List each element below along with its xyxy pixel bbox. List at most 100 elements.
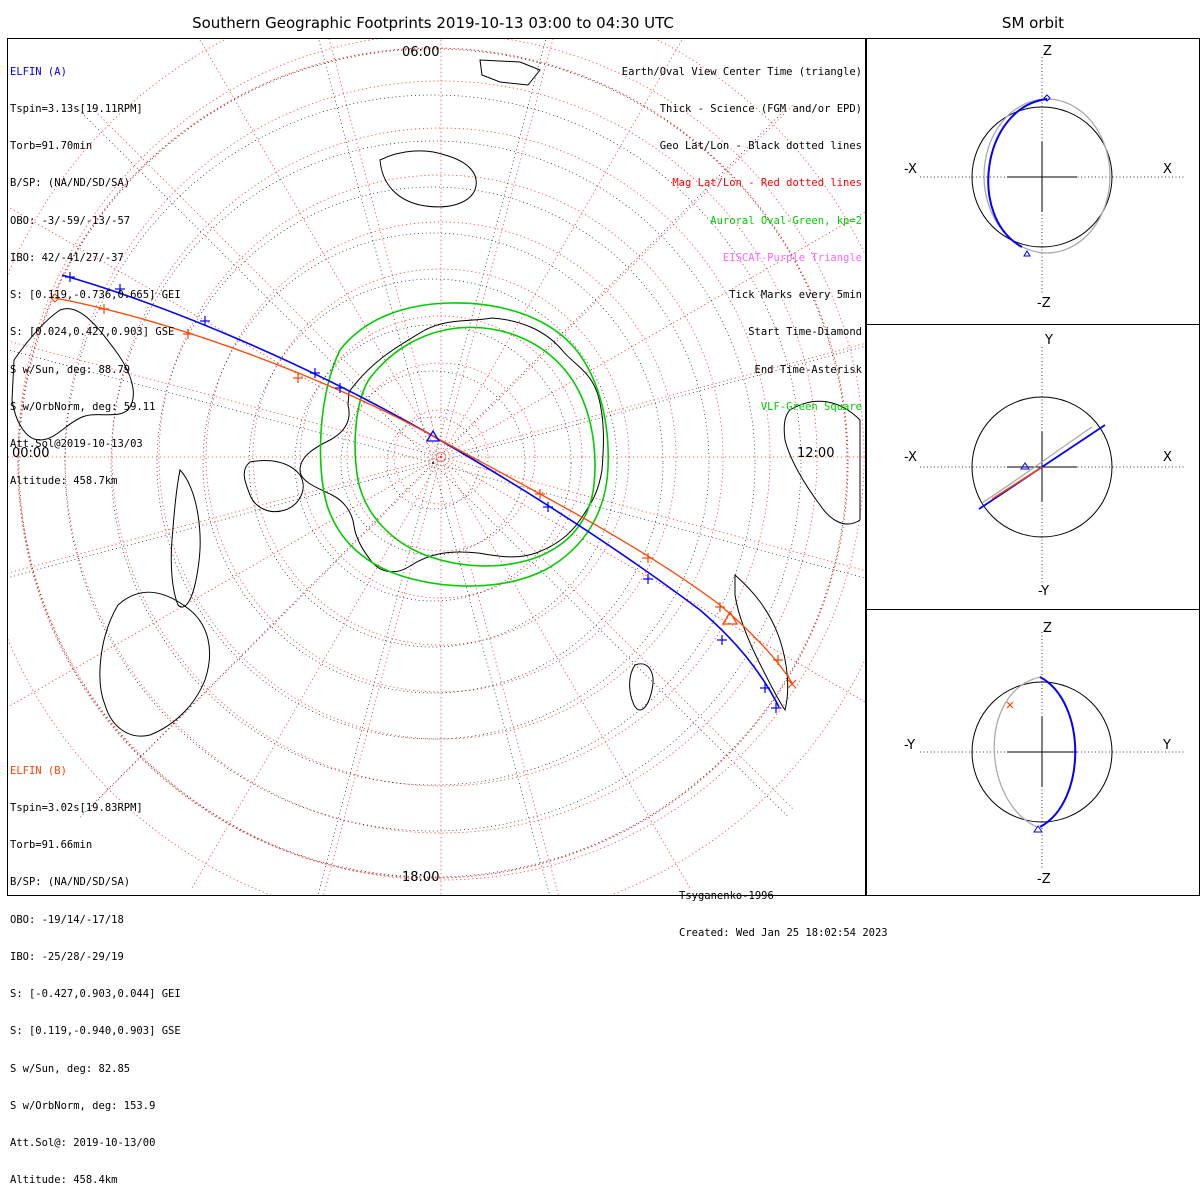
- elfin-a-view-triangle: [425, 429, 441, 442]
- legend-item: VLF-Green Square: [760, 400, 862, 413]
- mag-lon-line: [87, 456, 442, 811]
- legend-item: Thick - Science (FGM and/or EPD): [659, 103, 862, 116]
- sm-orbit-title: SM orbit: [1001, 14, 1065, 32]
- sm-panel-xz: [920, 57, 1185, 295]
- elfin-b-gei: S: [-0.427,0.903,0.044] GEI: [10, 988, 181, 1001]
- elfin-b-view-triangle: [721, 610, 739, 625]
- geo-lon-line: [432, 462, 865, 579]
- mag-lon-line: [8, 340, 442, 458]
- elfin-b-info: ELFIN (B) Tspin=3.02s[19.83RPM] Torb=91.…: [10, 740, 181, 1199]
- sm3-axis-top: Z: [1043, 621, 1052, 636]
- geo-lon-line: [8, 349, 434, 464]
- mag-lon-line: [328, 39, 442, 458]
- footer: Tsyganenko-1996 Created: Wed Jan 25 18:0…: [679, 865, 888, 952]
- elfin-b-gse: S: [0.119,-0.940,0.903] GSE: [10, 1025, 181, 1038]
- coastline: [734, 573, 789, 712]
- sm1-axis-bottom: -Z: [1037, 296, 1051, 311]
- geo-lat-circle: [156, 186, 710, 740]
- geo-lon-line: [78, 109, 434, 464]
- sm-earth-circle: [971, 681, 1113, 823]
- geo-lon-line: [79, 462, 434, 818]
- main-map-frame: [7, 38, 866, 896]
- elfin-b-orbnorm: S w/OrbNorm, deg: 153.9: [10, 1099, 156, 1112]
- elfin-a-bsp: B/SP: (NA/ND/SD/SA): [10, 177, 131, 190]
- mag-lon-line: [440, 39, 554, 458]
- geo-lat-circle: [294, 324, 572, 602]
- legend-item: End Time-Asterisk: [754, 363, 862, 376]
- geo-lon-line: [8, 462, 434, 579]
- sm-orbit-b-science: [991, 466, 1043, 500]
- geo-lon-line: [432, 462, 550, 895]
- main-title: Southern Geographic Footprints 2019-10-1…: [192, 14, 674, 32]
- sm-marker: [1043, 94, 1051, 102]
- mag-lon-line: [440, 39, 683, 458]
- sm2-axis-bottom: -Y: [1038, 584, 1050, 599]
- mag-lon-line: [323, 456, 442, 895]
- sm-panel-yz: [920, 632, 1185, 870]
- elfin-a-attsol: Att.Sol@2019-10-13/03: [10, 438, 143, 450]
- sm-earth-circle: [971, 106, 1113, 248]
- coastline: [629, 663, 654, 711]
- elfin-a-gse: S: [0.024,0.427,0.903] GSE: [10, 326, 175, 339]
- coastline: [170, 468, 201, 608]
- elfin-a-gei: S: [0.119,-0.736,0.665] GEI: [10, 289, 181, 302]
- mag-lon-line: [440, 103, 795, 458]
- mag-lon-line: [8, 456, 442, 574]
- created-timestamp: Created: Wed Jan 25 18:02:54 2023: [679, 927, 888, 940]
- mag-lon-line: [440, 456, 795, 811]
- geo-lat-circle: [18, 48, 848, 878]
- geo-lon-line: [432, 462, 788, 817]
- elfin-a-altitude: Altitude: 458.7km: [10, 475, 118, 488]
- elfin-b-torb: Torb=91.66min: [10, 839, 93, 852]
- mag-lon-line: [440, 342, 865, 458]
- sm2-axis-top: Y: [1045, 333, 1053, 348]
- elfin-b-start-diamond: [50, 293, 60, 303]
- elfin-a-orbnorm: S w/OrbNorm, deg: 59.11: [10, 400, 156, 413]
- elfin-a-tspin: Tspin=3.13s[19.11RPM]: [10, 103, 143, 116]
- elfin-b-altitude: Altitude: 458.4km: [10, 1174, 118, 1187]
- coastline: [299, 317, 604, 573]
- mag-lon-line: [199, 39, 442, 458]
- mlt-label-right: 12:00: [797, 446, 835, 461]
- mag-lat-circle: [158, 174, 724, 740]
- mag-lon-line: [8, 456, 442, 708]
- sm1-axis-left: -X: [904, 162, 917, 177]
- elfin-a-name: ELFIN (A): [10, 65, 67, 78]
- coastline: [379, 150, 477, 208]
- footprint-map-svg: [8, 39, 1185, 895]
- coastline: [479, 59, 541, 86]
- mag-lat-circle: [346, 362, 536, 552]
- coastline: [99, 591, 211, 737]
- mag-lon-line: [440, 456, 559, 895]
- model-name: Tsyganenko-1996: [679, 889, 774, 902]
- mlt-label-left: 00:00: [12, 446, 50, 461]
- auroral-oval-inner: [354, 326, 596, 567]
- geo-lon-line: [432, 108, 787, 464]
- legend-item: EISCAT-Purple Triangle: [722, 251, 862, 264]
- elfin-b-attsol: Att.Sol@: 2019-10-13/00: [10, 1137, 156, 1149]
- geo-lon-line: [432, 39, 547, 464]
- mag-lon-line: [440, 456, 692, 891]
- legend-item: Geo Lat/Lon - Black dotted lines: [659, 140, 862, 153]
- legend: Earth/Oval View Center Time (triangle) T…: [622, 41, 862, 426]
- elfin-b-tspin: Tspin=3.02s[19.83RPM]: [10, 802, 143, 815]
- elfin-a-ibo: IBO: 42/-41/27/-37: [10, 251, 124, 264]
- geo-lon-line: [432, 346, 865, 464]
- elfin-b-end-asterisk: [787, 679, 797, 689]
- geo-lat-circle: [202, 232, 664, 694]
- elfin-b-name: ELFIN (B): [10, 764, 67, 777]
- mag-lon-line: [440, 456, 865, 703]
- geo-lat-circle: [340, 370, 526, 556]
- sm1-axis-right: X: [1163, 162, 1172, 177]
- sm1-axis-top: Z: [1043, 44, 1052, 59]
- sm-panel-xy: [920, 347, 1185, 585]
- legend-item: Auroral Oval-Green, kp=2: [710, 214, 862, 227]
- mlt-label-top: 06:00: [402, 45, 440, 60]
- geo-lon-line: [317, 462, 434, 895]
- elfin-b-bsp: B/SP: (NA/ND/SD/SA): [10, 876, 131, 889]
- sm3-axis-bottom: -Z: [1037, 872, 1051, 887]
- sm-marker: [1006, 701, 1014, 709]
- geo-lat-circle: [110, 140, 756, 786]
- geo-lon-line: [318, 39, 434, 464]
- legend-item: Mag Lat/Lon - Red dotted lines: [672, 177, 862, 190]
